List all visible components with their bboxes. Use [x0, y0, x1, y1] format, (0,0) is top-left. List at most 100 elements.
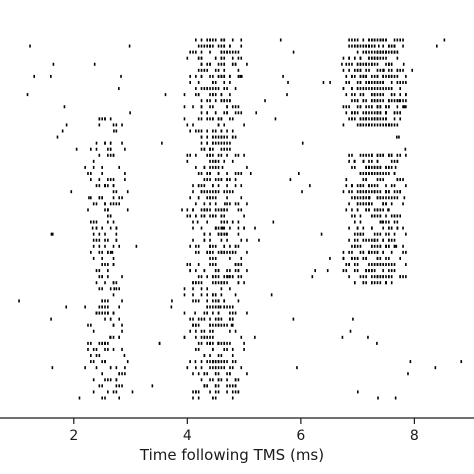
spike-marker — [376, 214, 379, 218]
spike-marker — [220, 147, 223, 151]
spike-marker — [206, 129, 208, 133]
spike-marker — [379, 68, 382, 72]
spike-marker — [362, 275, 365, 279]
spike-marker — [385, 171, 387, 175]
spike-marker — [382, 117, 384, 121]
spike-marker — [206, 372, 208, 376]
spike-marker — [212, 244, 214, 248]
spike-marker — [195, 165, 197, 169]
spike-marker — [237, 226, 240, 230]
spike-marker — [95, 238, 98, 242]
spike-marker — [209, 214, 211, 218]
spike-marker — [351, 153, 353, 157]
spike-marker — [246, 269, 248, 273]
spike-marker — [373, 87, 376, 91]
spike-marker — [217, 323, 220, 327]
spike-marker — [98, 184, 101, 188]
spike-marker — [234, 105, 237, 109]
spike-marker — [186, 366, 189, 370]
spike-marker — [287, 80, 289, 84]
spike-marker — [209, 238, 211, 242]
spike-marker — [368, 238, 370, 242]
spike-marker — [362, 250, 365, 254]
spike-marker — [231, 396, 234, 400]
spike-marker — [209, 341, 211, 345]
spike-marker — [353, 196, 356, 200]
spike-marker — [373, 190, 376, 194]
spike-marker — [229, 99, 231, 103]
spike-marker — [342, 68, 345, 72]
spike-marker — [234, 171, 237, 175]
spike-marker — [393, 238, 396, 242]
spike-marker — [237, 56, 240, 60]
spike-marker — [209, 93, 211, 97]
spike-marker — [385, 214, 387, 218]
spike-marker — [359, 214, 362, 218]
spike-marker — [229, 50, 231, 54]
spike-marker — [209, 165, 211, 169]
spike-marker — [385, 281, 387, 285]
spike-marker — [203, 232, 206, 236]
spike-marker — [227, 275, 229, 279]
spike-marker — [203, 238, 206, 242]
spike-marker — [203, 214, 206, 218]
spike-marker — [214, 178, 217, 182]
spike-marker — [226, 196, 228, 200]
spike-marker — [121, 347, 123, 351]
spike-marker — [371, 111, 373, 115]
spike-marker — [379, 38, 382, 42]
spike-marker — [87, 323, 89, 327]
spike-marker — [194, 360, 197, 364]
spike-marker — [382, 275, 384, 279]
spike-marker — [231, 384, 234, 388]
spike-marker — [101, 171, 103, 175]
spike-marker — [393, 117, 396, 121]
spike-marker — [226, 129, 228, 133]
spike-marker — [379, 281, 382, 285]
spike-marker — [206, 44, 208, 48]
spike-marker — [200, 74, 203, 78]
spike-marker — [226, 269, 228, 273]
spike-marker — [192, 184, 194, 188]
spike-marker — [107, 214, 109, 218]
spike-marker — [195, 87, 197, 91]
spike-marker — [385, 38, 387, 42]
spike-marker — [393, 111, 396, 115]
spike-marker — [92, 360, 95, 364]
spike-marker — [121, 372, 123, 376]
spike-marker — [220, 323, 223, 327]
spike-marker — [217, 250, 220, 254]
spike-marker — [356, 263, 359, 267]
spike-marker — [197, 44, 200, 48]
spike-marker — [92, 220, 95, 224]
spike-marker — [90, 341, 92, 345]
spike-marker — [399, 153, 401, 157]
spike-marker — [223, 62, 226, 66]
spike-marker — [214, 129, 217, 133]
spike-marker — [399, 38, 401, 42]
spike-marker — [183, 335, 186, 339]
spike-marker — [217, 341, 219, 345]
spike-marker — [379, 117, 382, 121]
spike-marker — [362, 117, 365, 121]
spike-marker — [229, 117, 231, 121]
spike-marker — [229, 74, 231, 78]
spike-marker — [405, 184, 407, 188]
spike-marker — [98, 244, 101, 248]
spike-marker — [246, 165, 248, 169]
spike-marker — [112, 220, 115, 224]
spike-marker — [223, 111, 226, 115]
spike-marker — [104, 341, 106, 345]
spike-marker — [382, 74, 384, 78]
spike-marker — [351, 62, 353, 66]
spike-marker — [229, 141, 231, 145]
spike-marker — [376, 153, 379, 157]
spike-marker — [345, 178, 348, 182]
spike-marker — [357, 390, 359, 394]
spike-marker — [104, 202, 106, 206]
spike-marker — [113, 129, 115, 133]
spike-marker — [368, 111, 370, 115]
spike-marker — [378, 44, 380, 48]
spike-marker — [214, 190, 217, 194]
